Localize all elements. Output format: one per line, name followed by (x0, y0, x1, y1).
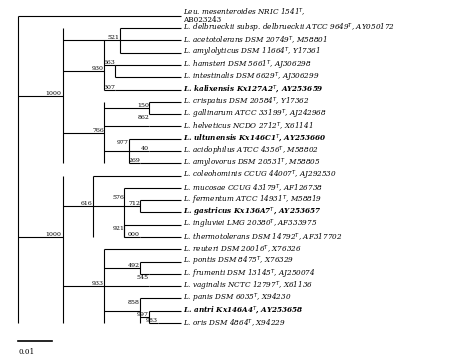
Text: 616: 616 (81, 201, 93, 206)
Text: L. crispatus DSM 20584$^{T}$, Y17362: L. crispatus DSM 20584$^{T}$, Y17362 (183, 95, 310, 109)
Text: L. oris DSM 4864$^{T}$, X94229: L. oris DSM 4864$^{T}$, X94229 (183, 317, 285, 329)
Text: 0.01: 0.01 (18, 348, 35, 356)
Text: 1000: 1000 (45, 91, 61, 96)
Text: 150: 150 (137, 103, 149, 108)
Text: 921: 921 (112, 226, 124, 231)
Text: 712: 712 (128, 201, 140, 206)
Text: L. thermotolerans DSM 14792$^{T}$, AF317702: L. thermotolerans DSM 14792$^{T}$, AF317… (183, 231, 342, 243)
Text: Leu. mesenteroides NRIC 1541$^{T}$,: Leu. mesenteroides NRIC 1541$^{T}$, (183, 6, 306, 18)
Text: 1000: 1000 (45, 232, 61, 237)
Text: L. helveticus NCDO 2712$^{T}$, X61141: L. helveticus NCDO 2712$^{T}$, X61141 (183, 121, 313, 132)
Text: 000: 000 (128, 232, 140, 237)
Text: 933: 933 (92, 281, 104, 286)
Text: L. ingluviei LMG 20380$^{T}$, AF333975: L. ingluviei LMG 20380$^{T}$, AF333975 (183, 218, 317, 231)
Text: 977: 977 (117, 140, 129, 145)
Text: 997: 997 (137, 312, 149, 317)
Text: L. frumenti DSM 13145$^{T}$, AJ250074: L. frumenti DSM 13145$^{T}$, AJ250074 (183, 267, 315, 280)
Text: 545: 545 (137, 275, 149, 280)
Text: 269: 269 (128, 158, 140, 163)
Text: 930: 930 (92, 66, 104, 71)
Text: L. fermentum ATCC 14931$^{T}$, M58819: L. fermentum ATCC 14931$^{T}$, M58819 (183, 193, 322, 207)
Text: L. pontis DSM 8475$^{T}$, X76329: L. pontis DSM 8475$^{T}$, X76329 (183, 255, 294, 268)
Text: L. ultunensis Kx146C1$^{T}$, AY253660: L. ultunensis Kx146C1$^{T}$, AY253660 (183, 133, 326, 145)
Text: L. mucosae CCUG 43179$^{T}$, AF126738: L. mucosae CCUG 43179$^{T}$, AF126738 (183, 182, 323, 194)
Text: 862: 862 (137, 115, 149, 120)
Text: 576: 576 (112, 195, 124, 200)
Text: L. acetotolerans DSM 20749$^{T}$, M58801: L. acetotolerans DSM 20749$^{T}$, M58801 (183, 34, 328, 47)
Text: L. panis DSM 6035$^{T}$, X94230: L. panis DSM 6035$^{T}$, X94230 (183, 292, 292, 305)
Text: 307: 307 (103, 84, 115, 90)
Text: 40: 40 (141, 146, 149, 151)
Text: AB023243: AB023243 (183, 16, 221, 24)
Text: 521: 521 (108, 35, 120, 40)
Text: L. coleohominis CCUG 44007$^{T}$, AJ292530: L. coleohominis CCUG 44007$^{T}$, AJ2925… (183, 169, 337, 182)
Text: 766: 766 (92, 127, 104, 132)
Text: 983: 983 (146, 318, 158, 323)
Text: L. hamsteri DSM 5661$^{T}$, AJ306298: L. hamsteri DSM 5661$^{T}$, AJ306298 (183, 58, 311, 72)
Text: 492: 492 (128, 263, 140, 268)
Text: L. amylolyticus DSM 11664$^{T}$, Y17361: L. amylolyticus DSM 11664$^{T}$, Y17361 (183, 46, 320, 60)
Text: L. gallinarum ATCC 33199$^{T}$, AJ242968: L. gallinarum ATCC 33199$^{T}$, AJ242968 (183, 108, 327, 121)
Text: L. intestinalis DSM 6629$^{T}$, AJ306299: L. intestinalis DSM 6629$^{T}$, AJ306299 (183, 71, 319, 84)
Text: L. delbrueckii subsp. delbrueckii ATCC 9649$^{T}$, AY050172: L. delbrueckii subsp. delbrueckii ATCC 9… (183, 22, 395, 35)
Text: L. vaginalis NCTC 12797$^{T}$, X61136: L. vaginalis NCTC 12797$^{T}$, X61136 (183, 279, 313, 293)
Text: L. reuteri DSM 20016$^{T}$, X76326: L. reuteri DSM 20016$^{T}$, X76326 (183, 243, 301, 255)
Text: L. antri Kx146A4$^{T}$, AY253658: L. antri Kx146A4$^{T}$, AY253658 (183, 305, 303, 317)
Text: L. acidophilus ATCC 4356$^{T}$, M58802: L. acidophilus ATCC 4356$^{T}$, M58802 (183, 144, 319, 158)
Text: 663: 663 (103, 60, 115, 65)
Text: L. kalixensis Kx127A2$^{T}$, AY253659: L. kalixensis Kx127A2$^{T}$, AY253659 (183, 83, 324, 96)
Text: 858: 858 (128, 300, 140, 305)
Text: L. gastricus Kx136A7$^{T}$, AY253657: L. gastricus Kx136A7$^{T}$, AY253657 (183, 206, 321, 219)
Text: L. amylovorus DSM 20531$^{T}$, M58805: L. amylovorus DSM 20531$^{T}$, M58805 (183, 157, 320, 170)
